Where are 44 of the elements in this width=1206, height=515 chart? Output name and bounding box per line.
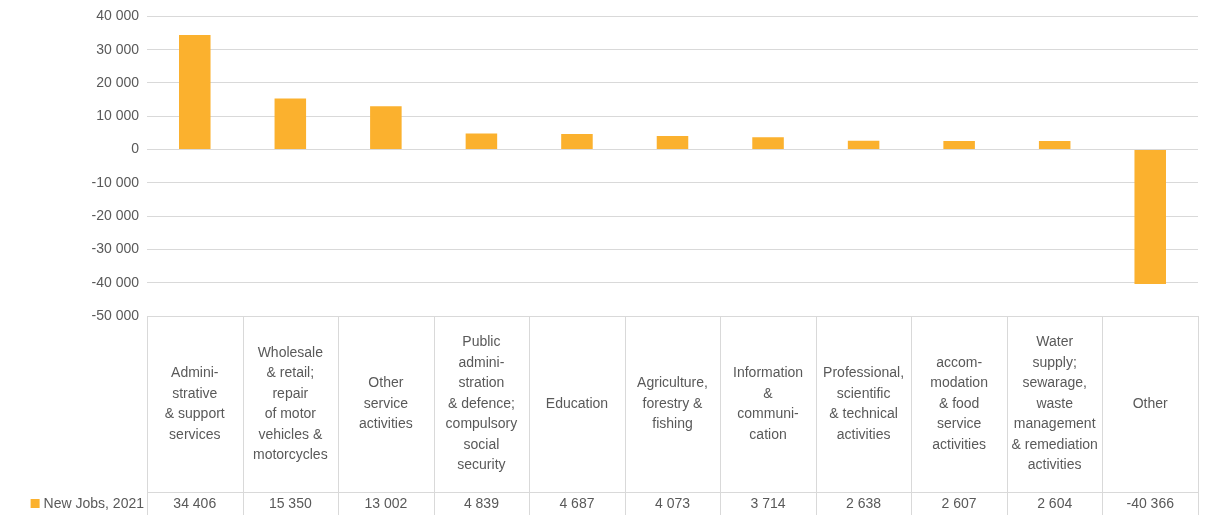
bar (943, 140, 975, 150)
bar (370, 106, 402, 150)
bar (1038, 140, 1071, 150)
x-tick-label: Agriculture, forestry & fishing (637, 374, 708, 432)
x-tick-label: Professional, scientific & technical activities (823, 364, 905, 442)
bar (274, 98, 307, 150)
bar (1134, 150, 1166, 284)
y-tick-label: 0 (131, 140, 140, 157)
data-label: 2 604 (1037, 494, 1073, 511)
data-label: 3 714 (750, 494, 786, 511)
y-tick-label: 20 000 (96, 73, 140, 90)
data-label: 34 406 (173, 494, 217, 511)
data-label: 2 607 (941, 494, 977, 511)
bar (847, 140, 880, 150)
data-label: 15 350 (268, 494, 312, 511)
bar (656, 136, 689, 150)
legend-label: New Jobs, 2021 (43, 494, 145, 511)
x-tick-label: Education (545, 394, 609, 411)
x-tick-label: Water supply; sewarage, waste management & remediation activities (1011, 333, 1098, 473)
x-tick-label: Information & communi- cation (733, 364, 804, 442)
y-tick-label: -10 000 (91, 173, 140, 190)
data-label: 4 073 (654, 494, 691, 511)
y-tick-label: 10 000 (96, 107, 140, 124)
data-label: 4 839 (463, 494, 500, 511)
y-tick-label: -50 000 (91, 306, 140, 323)
x-tick-label: Wholesale & retail; repair of motor vehicles & motorcycles (252, 343, 328, 463)
y-tick-label: 30 000 (96, 40, 140, 57)
x-tick-label: accom- modation & food service activities (930, 353, 988, 452)
data-label: 4 687 (559, 494, 595, 511)
y-tick-label: -40 000 (91, 273, 140, 290)
x-tick-label: Other (1132, 394, 1169, 411)
data-label: 13 002 (364, 494, 408, 511)
y-tick-label: -20 000 (91, 206, 140, 223)
bar (561, 133, 593, 150)
y-tick-label: 40 000 (96, 7, 140, 24)
data-label: -40 366 (1126, 494, 1175, 511)
bar (465, 133, 498, 150)
data-label: 2 638 (846, 494, 882, 511)
x-tick-label: Other service activities (359, 374, 413, 432)
y-tick-label: -30 000 (91, 240, 140, 257)
x-tick-label: Public admini- stration & defence; compulsory social security (445, 333, 518, 473)
x-tick-label: Admini- strative & support services (164, 364, 225, 442)
bar (179, 35, 211, 150)
bar (752, 137, 784, 150)
